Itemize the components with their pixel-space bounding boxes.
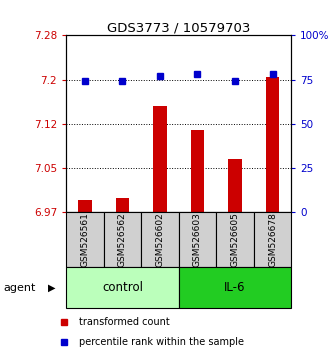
Text: control: control	[102, 281, 143, 294]
Text: ▶: ▶	[48, 282, 56, 293]
Text: GSM526678: GSM526678	[268, 212, 277, 267]
Bar	[254, 212, 291, 267]
Text: GSM526561: GSM526561	[80, 212, 89, 267]
Text: GSM526603: GSM526603	[193, 212, 202, 267]
Bar	[191, 130, 204, 212]
Bar	[116, 198, 129, 212]
Bar	[104, 212, 141, 267]
Bar	[228, 159, 242, 212]
Text: IL-6: IL-6	[224, 281, 246, 294]
Text: GSM526605: GSM526605	[230, 212, 240, 267]
Bar	[266, 77, 279, 212]
Bar	[78, 200, 91, 212]
Text: transformed count: transformed count	[79, 318, 169, 327]
Bar	[216, 212, 254, 267]
Text: agent: agent	[3, 282, 36, 293]
Text: GSM526562: GSM526562	[118, 212, 127, 267]
Bar	[179, 212, 216, 267]
Text: GSM526602: GSM526602	[156, 212, 165, 267]
Bar	[141, 212, 179, 267]
Bar	[66, 212, 104, 267]
Bar	[179, 267, 291, 308]
Bar	[66, 267, 179, 308]
Bar	[153, 106, 166, 212]
Text: percentile rank within the sample: percentile rank within the sample	[79, 337, 244, 347]
Title: GDS3773 / 10579703: GDS3773 / 10579703	[107, 21, 251, 34]
